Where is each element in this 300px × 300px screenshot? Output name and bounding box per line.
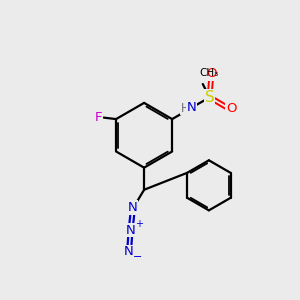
Text: N: N <box>128 201 138 214</box>
Text: CH₃: CH₃ <box>199 68 218 78</box>
Text: F: F <box>94 110 102 124</box>
Text: N: N <box>187 101 197 114</box>
Text: N: N <box>126 224 135 237</box>
Text: +: + <box>135 219 143 229</box>
Text: N: N <box>124 245 134 258</box>
Text: O: O <box>206 67 216 80</box>
Text: H: H <box>181 102 190 115</box>
Text: O: O <box>226 102 236 115</box>
Text: −: − <box>133 252 142 262</box>
Text: S: S <box>205 90 214 105</box>
